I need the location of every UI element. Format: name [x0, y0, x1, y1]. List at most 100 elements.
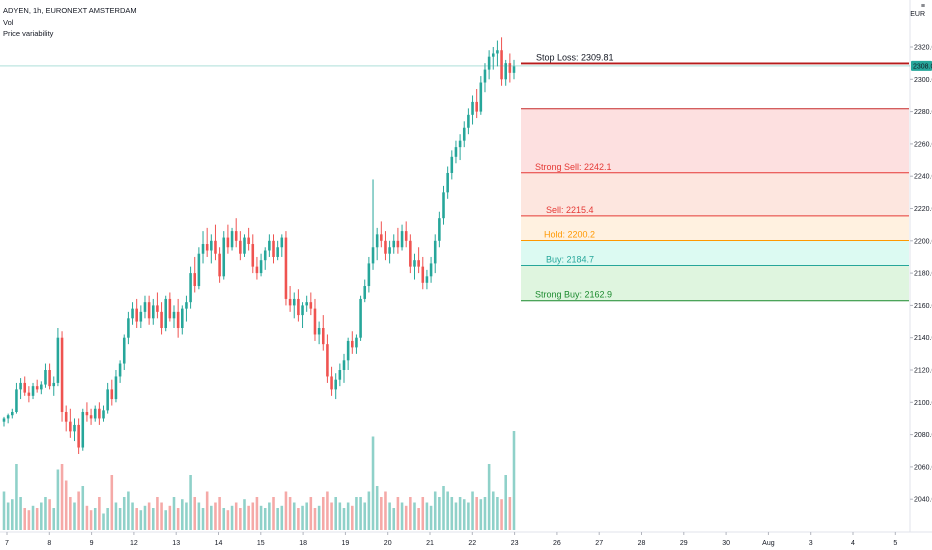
time-tick-label: Aug — [762, 540, 775, 547]
volume-bar — [259, 505, 263, 530]
candle-body — [197, 253, 201, 287]
volume-bar — [384, 491, 387, 530]
price-tick-label: 2260.0 — [914, 141, 932, 148]
volume-bar — [346, 502, 350, 530]
volume-bar — [60, 464, 64, 530]
volume-bar — [127, 491, 130, 530]
candle-body — [429, 263, 433, 277]
candle-body — [110, 389, 114, 400]
volume-bar — [110, 475, 114, 530]
candle-body — [102, 410, 105, 419]
candle-body — [218, 253, 221, 277]
symbol-title[interactable]: ADYEN, 1h, EURONEXT AMSTERDAM — [3, 6, 137, 15]
volume-bar — [487, 464, 491, 530]
volume-bar — [288, 497, 292, 530]
volume-bar — [234, 502, 238, 530]
candle-body — [317, 328, 321, 335]
volume-bar — [454, 502, 458, 530]
volume-bar — [147, 502, 151, 530]
volume-bar — [189, 475, 192, 530]
volume-bar — [433, 491, 437, 530]
candle-body — [189, 273, 192, 303]
time-tick-label: 13 — [172, 540, 180, 547]
time-tick-label: 14 — [215, 540, 223, 547]
candle-body — [467, 114, 470, 128]
current-price-badge — [911, 60, 932, 71]
volume-bar — [31, 505, 35, 530]
candle-body — [263, 250, 267, 261]
candle-body — [176, 311, 180, 329]
indicator-vol-label[interactable]: Vol — [3, 18, 14, 27]
volume-bar — [69, 497, 72, 530]
volume-bar — [205, 491, 209, 530]
currency-indicator[interactable]: ≡ EUR — [910, 3, 925, 19]
time-tick-label: 27 — [595, 540, 603, 547]
volume-bar — [226, 510, 230, 530]
candle-body — [384, 240, 387, 254]
volume-bar — [93, 508, 97, 530]
volume-bar — [284, 491, 288, 530]
candle-body — [479, 82, 483, 112]
volume-bar — [305, 502, 308, 530]
candle-body — [462, 127, 466, 141]
candle-body — [400, 231, 404, 248]
volume-bar — [496, 497, 499, 530]
volume-bar — [367, 491, 371, 530]
volume-bar — [471, 491, 474, 530]
candle-body — [292, 298, 296, 306]
candle-body — [15, 389, 18, 412]
volume-bar — [222, 508, 226, 530]
price-tick-label: 2200.0 — [914, 238, 932, 245]
volume-bar — [243, 499, 246, 530]
volume-bar — [118, 508, 122, 530]
volume-bar — [421, 497, 425, 530]
signal-zone — [521, 240, 909, 266]
candle-body — [438, 218, 441, 241]
volume-bar — [317, 505, 321, 530]
price-tick-label: 2300.0 — [914, 77, 932, 84]
volume-bar — [40, 502, 43, 530]
volume-bar — [363, 502, 367, 530]
volume-bar — [73, 502, 76, 530]
volume-bar — [462, 499, 466, 530]
candle-body — [205, 244, 209, 251]
volume-bar — [334, 497, 337, 530]
candle-body — [122, 337, 126, 364]
candle-body — [164, 298, 167, 329]
volume-bar — [425, 502, 429, 530]
volume-bar — [276, 508, 279, 530]
volume-bar — [56, 469, 60, 530]
candle-body — [309, 302, 313, 309]
volume-bar — [375, 486, 379, 530]
volume-bar — [35, 508, 39, 530]
volume-bar — [479, 499, 483, 530]
volume-bar — [500, 499, 503, 530]
volume-bars — [2, 431, 516, 530]
candle-body — [185, 302, 188, 309]
price-tick-label: 2240.0 — [914, 174, 932, 181]
signal-zone — [521, 265, 909, 301]
volume-bar — [508, 497, 512, 530]
time-axis[interactable]: 789121314151819202122232627282930Aug3456 — [5, 532, 932, 547]
candle-body — [114, 376, 118, 400]
chart-grid — [0, 0, 932, 533]
candle-body — [454, 147, 458, 157]
volume-bar — [409, 497, 412, 530]
volume-bar — [168, 505, 172, 530]
candle-body — [280, 237, 284, 248]
volume-bar — [309, 497, 313, 530]
volume-bar — [251, 502, 255, 530]
level-label: Sell: 2215.4 — [546, 205, 594, 215]
price-axis[interactable]: 2040.0 2060.0 2080.0 2100.0 2120.0 2140.0 2160… — [910, 45, 932, 504]
volume-bar — [201, 508, 205, 530]
volume-bar — [2, 491, 6, 530]
indicator-price-variability-label[interactable]: Price variability — [3, 29, 54, 38]
level-label: Buy: 2184.7 — [546, 255, 594, 265]
volume-bar — [156, 497, 159, 530]
volume-bar — [396, 497, 400, 530]
volume-bar — [176, 508, 180, 530]
candle-body — [338, 370, 342, 380]
candle-body — [346, 340, 350, 361]
price-tick-label: 2120.0 — [914, 368, 932, 375]
